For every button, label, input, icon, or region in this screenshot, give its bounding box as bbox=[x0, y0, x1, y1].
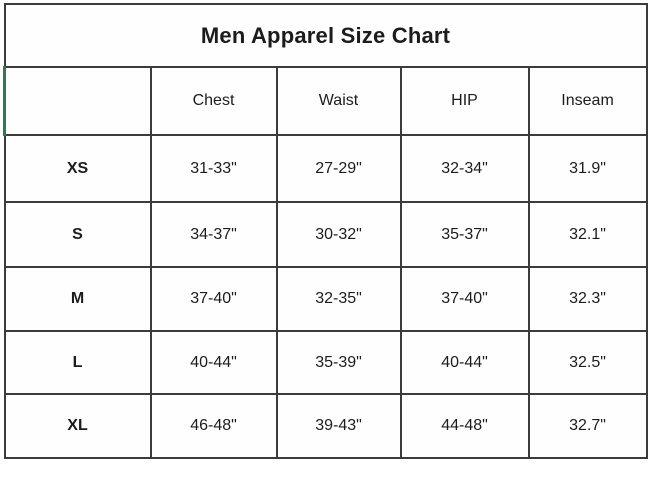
size-label: S bbox=[3, 201, 152, 268]
hip-cell: 44-48" bbox=[399, 393, 530, 459]
waist-cell: 39-43" bbox=[275, 393, 402, 459]
column-header-waist: Waist bbox=[275, 66, 402, 136]
column-header-inseam: Inseam bbox=[527, 66, 648, 136]
hip-cell: 40-44" bbox=[399, 330, 530, 395]
waist-cell: 35-39" bbox=[275, 330, 402, 395]
hip-cell: 35-37" bbox=[399, 201, 530, 268]
chest-cell: 34-37" bbox=[149, 201, 278, 268]
inseam-cell: 32.1" bbox=[527, 201, 648, 268]
inseam-cell: 32.5" bbox=[527, 330, 648, 395]
table-row: XS 31-33" 27-29" 32-34" 31.9" bbox=[3, 134, 648, 203]
chest-cell: 40-44" bbox=[149, 330, 278, 395]
hip-cell: 32-34" bbox=[399, 134, 530, 203]
chest-cell: 46-48" bbox=[149, 393, 278, 459]
size-label: L bbox=[3, 330, 152, 395]
hip-cell: 37-40" bbox=[399, 266, 530, 332]
chest-cell: 37-40" bbox=[149, 266, 278, 332]
chest-cell: 31-33" bbox=[149, 134, 278, 203]
table-row: M 37-40" 32-35" 37-40" 32.3" bbox=[3, 266, 648, 332]
table-row: XL 46-48" 39-43" 44-48" 32.7" bbox=[3, 393, 648, 459]
header-row: Chest Waist HIP Inseam bbox=[3, 66, 648, 136]
size-label: M bbox=[3, 266, 152, 332]
size-label: XL bbox=[3, 393, 152, 459]
column-header-chest: Chest bbox=[149, 66, 278, 136]
page-title: Men Apparel Size Chart bbox=[3, 3, 648, 68]
table-row: L 40-44" 35-39" 40-44" 32.5" bbox=[3, 330, 648, 395]
inseam-cell: 32.3" bbox=[527, 266, 648, 332]
table-row: S 34-37" 30-32" 35-37" 32.1" bbox=[3, 201, 648, 268]
men-apparel-size-chart-table: Men Apparel Size Chart Chest Waist HIP I… bbox=[3, 3, 648, 459]
inseam-cell: 32.7" bbox=[527, 393, 648, 459]
corner-cell bbox=[3, 66, 152, 136]
waist-cell: 30-32" bbox=[275, 201, 402, 268]
title-row: Men Apparel Size Chart bbox=[3, 3, 648, 68]
size-label: XS bbox=[3, 134, 152, 203]
waist-cell: 27-29" bbox=[275, 134, 402, 203]
inseam-cell: 31.9" bbox=[527, 134, 648, 203]
column-header-hip: HIP bbox=[399, 66, 530, 136]
waist-cell: 32-35" bbox=[275, 266, 402, 332]
